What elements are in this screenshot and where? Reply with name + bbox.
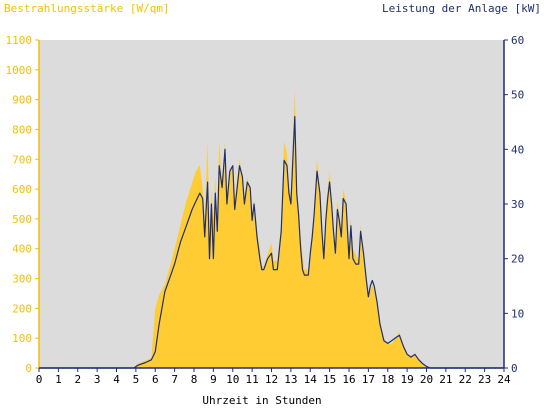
x-axis-tick-label: 1 [55, 373, 62, 386]
right-axis-tick-label: 20 [511, 253, 524, 266]
x-axis-tick-label: 24 [497, 373, 511, 386]
x-axis: 0 1 2 3 4 5 6 7 8 9 10 11 12 13 14 15 16 17 18 19 20 21 22 23 24 [36, 367, 511, 386]
x-axis-tick-label: 8 [191, 373, 198, 386]
x-axis-tick-label: 3 [94, 373, 101, 386]
left-axis-tick-label: 300 [12, 273, 32, 286]
x-axis-tick-label: 4 [113, 373, 120, 386]
x-axis-tick-label: 11 [246, 373, 259, 386]
right-axis: 0 10 20 30 40 50 60 [503, 34, 524, 375]
left-axis-tick-label: 600 [12, 183, 32, 196]
right-axis-tick-label: 10 [511, 307, 524, 320]
x-axis-tick-label: 23 [478, 373, 491, 386]
x-axis-tick-label: 12 [265, 373, 278, 386]
x-axis-tick-label: 19 [401, 373, 414, 386]
left-axis-tick-label: 0 [25, 362, 32, 375]
left-axis-title: Bestrahlungsstärke [W/qm] [4, 2, 170, 15]
x-axis-tick-label: 7 [171, 373, 178, 386]
x-axis-tick-label: 9 [210, 373, 217, 386]
left-axis-tick-label: 1100 [6, 34, 33, 47]
left-axis-tick-label: 500 [12, 213, 32, 226]
x-axis-tick-label: 2 [74, 373, 81, 386]
x-axis-tick-label: 18 [381, 373, 394, 386]
x-axis-tick-label: 6 [152, 373, 159, 386]
left-axis-tick-label: 700 [12, 153, 32, 166]
left-axis-tick-label: 100 [12, 332, 32, 345]
left-axis-tick-label: 800 [12, 123, 32, 136]
x-axis-tick-label: 10 [226, 373, 239, 386]
irradiance-area [39, 87, 504, 368]
right-axis-tick-label: 60 [511, 34, 524, 47]
right-axis-tick-label: 40 [511, 143, 524, 156]
right-axis-tick-label: 0 [511, 362, 518, 375]
right-axis-title: Leistung der Anlage [kW] [382, 2, 541, 15]
x-axis-tick-label: 22 [459, 373, 472, 386]
left-axis-tick-label: 1000 [6, 64, 33, 77]
left-axis-tick-label: 900 [12, 94, 32, 107]
power-line [39, 115, 504, 369]
irradiance-area-group [39, 87, 504, 368]
left-axis: 0 100 200 300 400 500 600 700 800 900 1000 1100 [6, 34, 40, 375]
x-axis-tick-label: 16 [342, 373, 355, 386]
right-axis-tick-label: 30 [511, 198, 524, 211]
x-axis-tick-label: 15 [323, 373, 336, 386]
left-axis-tick-label: 400 [12, 243, 32, 256]
left-axis-tick-label: 200 [12, 302, 32, 315]
x-axis-title: Uhrzeit in Stunden [202, 394, 321, 407]
x-axis-tick-label: 20 [420, 373, 433, 386]
x-axis-tick-label: 17 [362, 373, 375, 386]
x-axis-tick-label: 21 [439, 373, 452, 386]
power-line-group [39, 115, 504, 369]
x-axis-tick-label: 5 [133, 373, 140, 386]
x-axis-tick-label: 13 [284, 373, 297, 386]
x-axis-tick-label: 14 [304, 373, 318, 386]
x-axis-tick-label: 0 [36, 373, 43, 386]
right-axis-tick-label: 50 [511, 89, 524, 102]
